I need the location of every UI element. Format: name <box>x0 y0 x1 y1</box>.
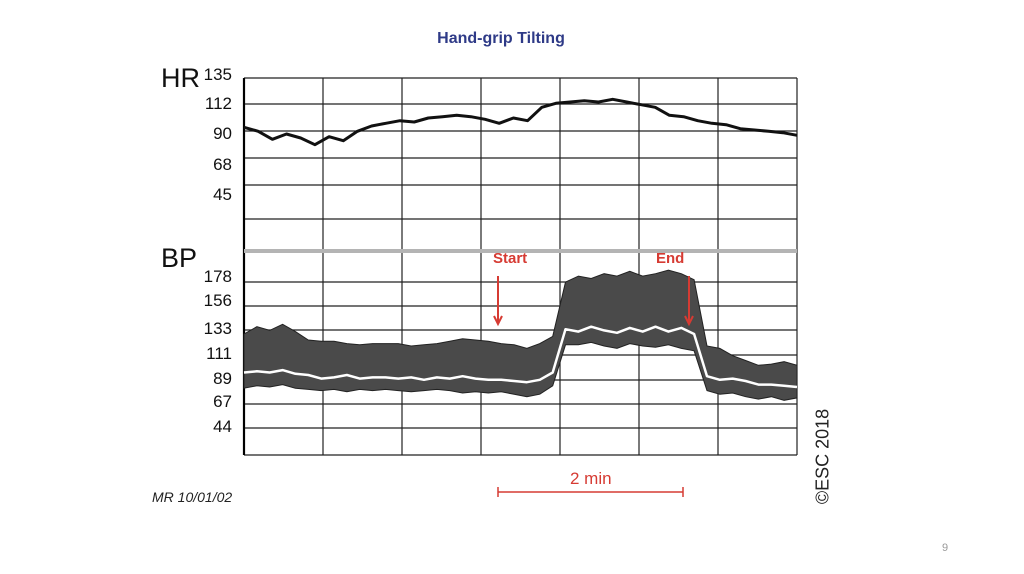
hr-tick-label: 68 <box>213 155 232 174</box>
bp-tick-label: 111 <box>206 344 232 363</box>
hr-tick-label: 45 <box>213 185 232 204</box>
copyright-text: ©ESC 2018 <box>812 408 833 505</box>
annotation-arrows <box>493 276 694 327</box>
recording-id: MR 10/01/02 <box>152 489 233 505</box>
bp-tick-label: 44 <box>213 417 232 436</box>
hr-axis-label: HR <box>161 63 200 93</box>
bp-tick-label: 133 <box>203 319 232 338</box>
bp-tick-label: 156 <box>203 291 232 310</box>
bp-pressure-band <box>243 269 798 401</box>
hr-trace <box>243 97 798 147</box>
end-annotation: End <box>656 250 685 267</box>
chart-marks <box>243 97 798 401</box>
page-number: 9 <box>941 542 949 554</box>
hr-tick-label: 112 <box>204 94 232 113</box>
annotation-arrowhead <box>493 315 503 327</box>
chart-title: Hand-grip Tilting <box>437 30 565 47</box>
scale-bar-label: 2 min <box>570 469 612 488</box>
hr-tick-label: 90 <box>213 124 232 143</box>
annotation-arrowhead <box>684 315 694 327</box>
chart-grid <box>242 77 798 456</box>
bp-tick-label: 178 <box>203 267 232 286</box>
hr-tick-label: 135 <box>203 65 232 84</box>
bp-tick-label: 89 <box>213 369 232 388</box>
bp-tick-label: 67 <box>213 392 232 411</box>
copyright-notice: ©ESC 2018 <box>812 402 834 512</box>
start-annotation: Start <box>493 250 528 267</box>
bp-axis-label: BP <box>161 243 198 273</box>
time-scale-bar <box>497 487 684 497</box>
bp-mean-trace <box>243 325 798 389</box>
